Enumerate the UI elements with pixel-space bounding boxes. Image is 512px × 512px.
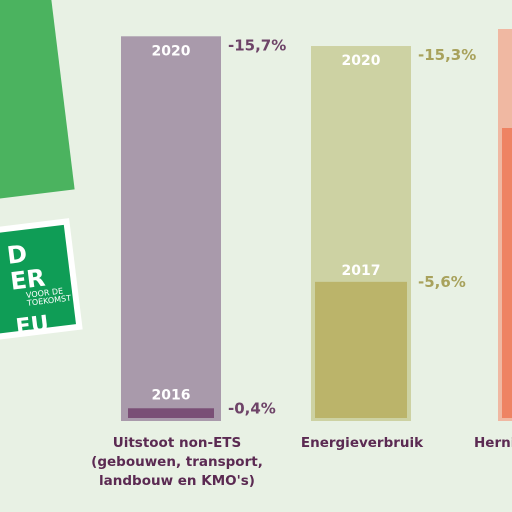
target-year-label: 2020 [342,53,381,69]
actual-percent-label: -5,6% [418,273,466,291]
actual-bar [502,128,512,418]
target-year-label: 2020 [152,43,191,59]
actual-percent-label: -0,4% [228,399,276,417]
target-percent-label: -15,3% [418,46,476,64]
category-label: Hernie [474,435,512,451]
category-label: Energieverbruik [300,435,424,451]
actual-year-label: 2016 [152,387,191,403]
actual-bar [128,408,214,418]
actual-bar [315,281,407,418]
target-bar [121,36,221,421]
category-label: Uitstoot non-ETS (gebouwen, transport, lan… [91,435,263,489]
target-percent-label: -15,7% [228,36,286,54]
actual-year-label: 2017 [342,263,381,279]
